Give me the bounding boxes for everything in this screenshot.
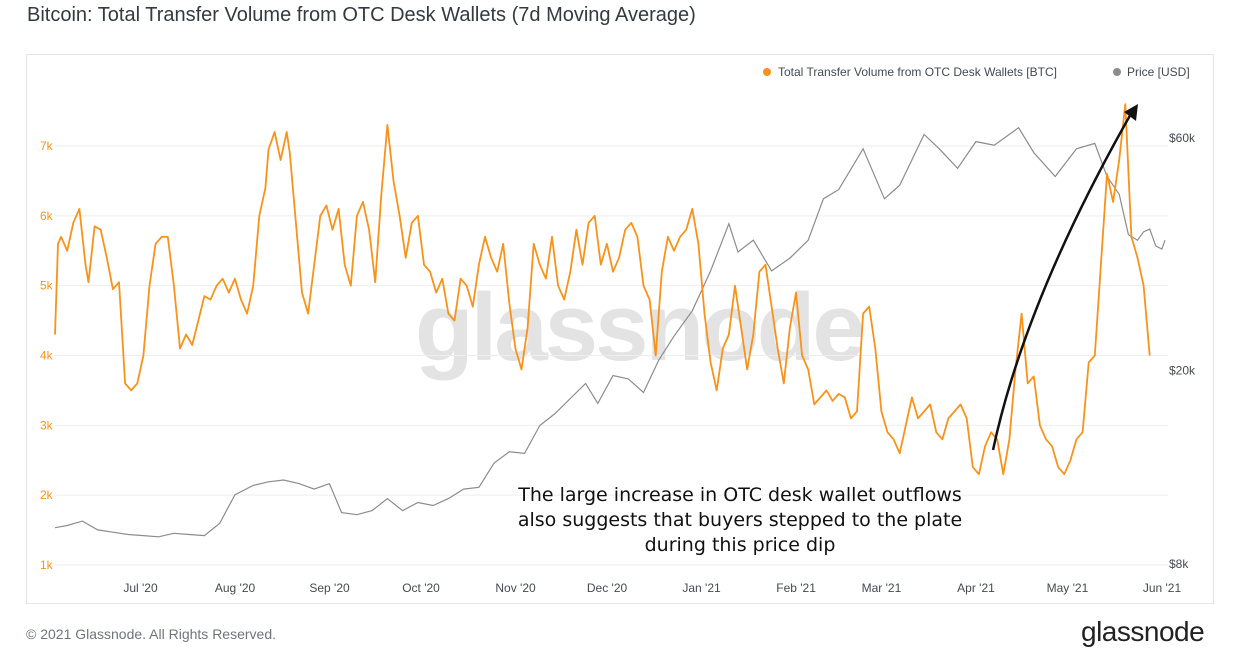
y-left-tick-label: 3k bbox=[40, 418, 54, 432]
x-tick-label: May '21 bbox=[1047, 581, 1089, 595]
x-tick-label: Aug '20 bbox=[215, 581, 256, 595]
x-tick-label: Feb '21 bbox=[776, 581, 816, 595]
x-tick-label: Jul '20 bbox=[123, 581, 158, 595]
volume-line bbox=[54, 103, 1151, 476]
page-title: Bitcoin: Total Transfer Volume from OTC … bbox=[27, 4, 696, 26]
copyright: © 2021 Glassnode. All Rights Reserved. bbox=[26, 626, 277, 642]
x-tick-label: Nov '20 bbox=[495, 581, 536, 595]
grid bbox=[55, 145, 1168, 566]
y-left-tick-label: 6k bbox=[40, 209, 54, 223]
x-tick-label: Dec '20 bbox=[587, 581, 628, 595]
annotation-arrow bbox=[991, 104, 1138, 451]
y-right-tick-label: $8k bbox=[1169, 557, 1189, 571]
legend-marker-volume bbox=[763, 68, 771, 76]
y-right-tick-label: $20k bbox=[1169, 363, 1196, 377]
legend-label-volume: Total Transfer Volume from OTC Desk Wall… bbox=[778, 65, 1057, 79]
x-tick-label: Mar '21 bbox=[862, 581, 902, 595]
annotation-line-1: The large increase in OTC desk wallet ou… bbox=[517, 484, 962, 506]
y-left-tick-label: 1k bbox=[40, 558, 54, 572]
annotation-line-2: also suggests that buyers stepped to the… bbox=[518, 509, 962, 531]
price-series bbox=[54, 126, 1166, 538]
legend: Total Transfer Volume from OTC Desk Wall… bbox=[763, 65, 1190, 79]
x-tick-label: Jan '21 bbox=[682, 581, 721, 595]
y-left-tick-label: 7k bbox=[40, 139, 54, 153]
price-line bbox=[54, 126, 1166, 538]
x-tick-label: Sep '20 bbox=[309, 581, 350, 595]
y-left-tick-label: 4k bbox=[40, 349, 54, 363]
axes: 1k 2k 3k 4k 5k 6k 7k $8k $20k $60k Jul '20 Aug '20 S… bbox=[40, 131, 1196, 595]
y-right-tick-label: $60k bbox=[1169, 131, 1196, 145]
legend-marker-price bbox=[1113, 68, 1121, 76]
x-tick-label: Oct '20 bbox=[402, 581, 440, 595]
watermark: glassnode bbox=[415, 274, 863, 381]
x-tick-label: Apr '21 bbox=[957, 581, 995, 595]
y-left-tick-label: 5k bbox=[40, 279, 54, 293]
y-left-tick-label: 2k bbox=[40, 488, 54, 502]
x-tick-label: Jun '21 bbox=[1143, 581, 1182, 595]
annotation-line-3: during this price dip bbox=[645, 534, 836, 556]
footer-logo: glassnode bbox=[1081, 616, 1205, 647]
volume-series bbox=[54, 103, 1151, 476]
legend-label-price: Price [USD] bbox=[1127, 65, 1190, 79]
